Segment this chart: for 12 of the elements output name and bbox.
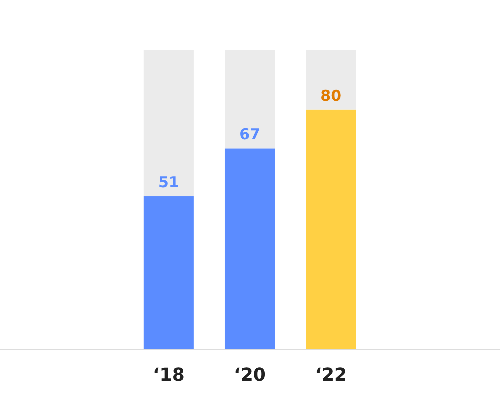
bar (144, 196, 194, 349)
bar (306, 50, 356, 110)
bar (224, 148, 276, 349)
x-tick-label: ‘18 (152, 365, 185, 386)
data-label: 51 (158, 174, 180, 192)
x-tick-label: ‘20 (234, 365, 266, 386)
data-label: 67 (240, 126, 260, 144)
bar (306, 110, 356, 349)
bar (144, 50, 194, 197)
bar (224, 50, 276, 149)
data-label: 80 (320, 86, 342, 105)
x-tick-label: ‘22 (315, 365, 348, 386)
